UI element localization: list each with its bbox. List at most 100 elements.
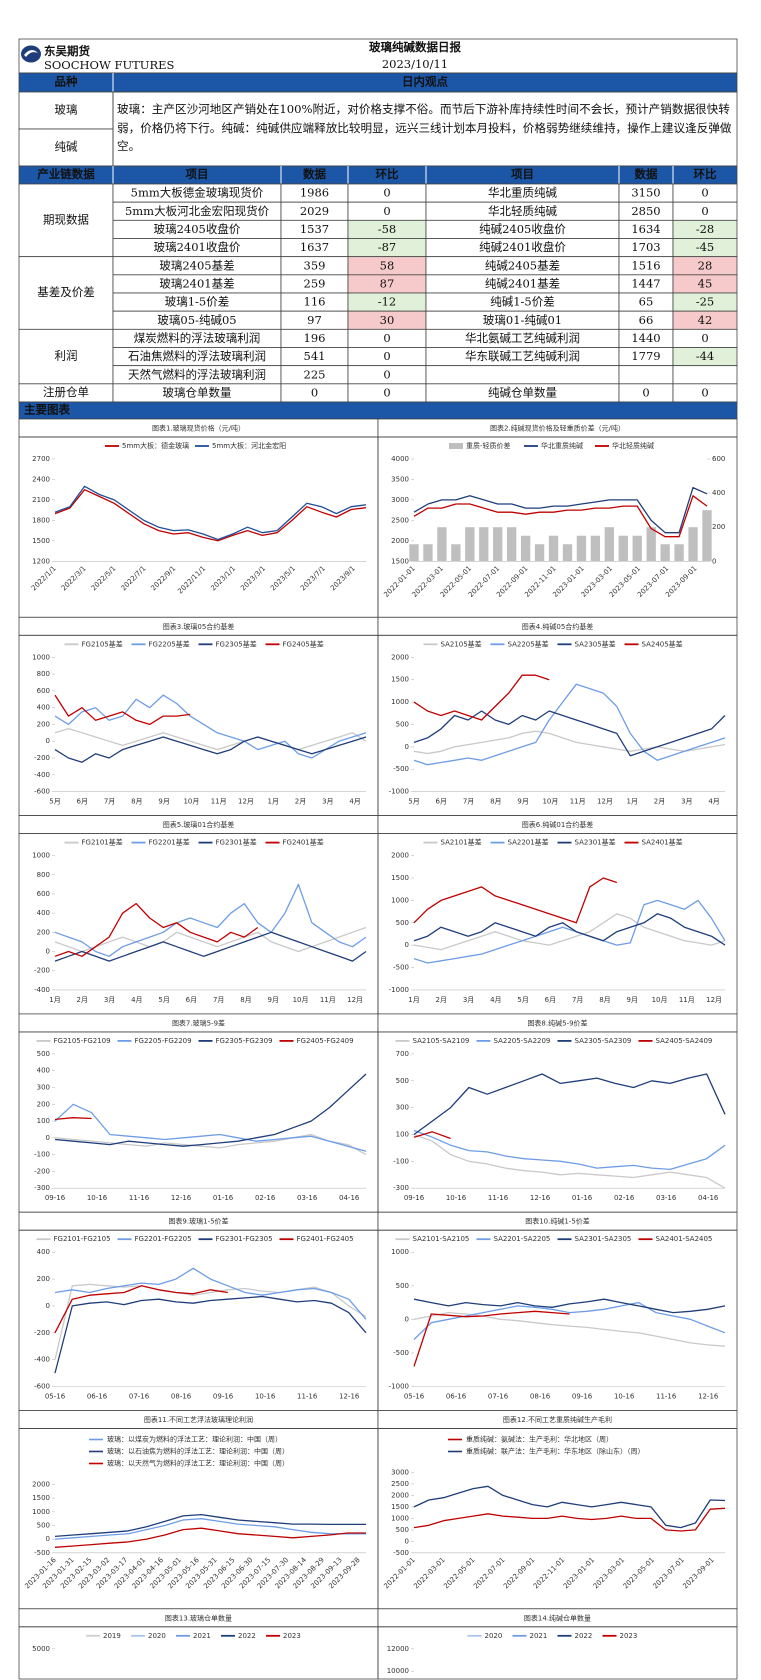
legend-label: 重质纯碱：联产法：生产毛利：华东地区（除山东）（周） (466, 1447, 645, 1456)
y-tick-label: -200 (34, 754, 50, 762)
legend-label: FG2101基差 (82, 838, 123, 847)
y-tick-label: 3000 (391, 496, 409, 504)
x-tick-label: 4月 (349, 798, 360, 806)
x-tick-label: 11月 (320, 996, 336, 1004)
logo-en: SOOCHOW FUTURES (44, 58, 175, 72)
y-tick-label: 1500 (391, 874, 409, 882)
table-value: 华北重质纯碱 (488, 186, 557, 200)
series-line (413, 913, 726, 946)
x-tick-label: 2月 (295, 798, 306, 806)
bar (409, 544, 419, 562)
x-tick-label: 05-16 (404, 1393, 425, 1401)
series-line (54, 1267, 367, 1320)
table-value: 0 (383, 349, 390, 363)
x-tick-label: 6月 (186, 996, 197, 1004)
x-tick-label: 08-16 (530, 1393, 551, 1401)
x-tick-label: 1月 (268, 798, 279, 806)
table-value: 石油焦燃料的浮法玻璃利润 (128, 349, 266, 363)
bar (646, 527, 656, 562)
legend-label: 2023 (283, 1632, 301, 1640)
legend-label: SA2405基差 (642, 639, 683, 648)
legend-label: 重质纯碱：氨碱法：生产毛利：华北地区（周） (466, 1435, 613, 1444)
x-tick-label: 11-16 (488, 1194, 509, 1202)
legend-label: 2023 (620, 1632, 638, 1640)
chart-panel: 图表14.纯碱仓单数量 2020 2021 2022 2023 12000 10000 (377, 1608, 738, 1680)
series-line (413, 710, 726, 757)
table-value: 28 (698, 258, 713, 272)
group-name: 基差及价差 (37, 285, 95, 299)
legend-label: FG2301-FG2305 (216, 1235, 273, 1243)
series-line (54, 489, 367, 542)
table-value: 煤炭燃料的浮法玻璃利润 (134, 331, 261, 345)
series-line (413, 1073, 726, 1136)
table-value: 天然气燃料的浮法玻璃利润 (128, 367, 266, 381)
x-tick-label: 10月 (542, 798, 558, 806)
series-line (413, 1310, 570, 1367)
legend-label: SA2205基差 (508, 639, 549, 648)
x-tick-label: 5月 (49, 798, 60, 806)
legend-label: 5mm大板：德金玻璃 (122, 441, 189, 450)
y-tick-label: 0 (46, 737, 50, 745)
series-line (413, 730, 726, 755)
x-tick-label: 2023/1/1 (209, 564, 237, 592)
legend-label: SA2301基差 (575, 838, 616, 847)
y-tick-label: 3500 (391, 475, 409, 483)
legend-label: SA2201-SA2205 (494, 1235, 551, 1243)
x-tick-label: 2月 (77, 996, 88, 1004)
table-value: 1703 (631, 240, 660, 254)
y-tick-label: 400 (37, 909, 50, 917)
legend-label: SA2305-SA2309 (575, 1037, 632, 1045)
chart-panel: 图表13.玻璃仓单数量 2019 2020 2021 2022 2023 5000 (18, 1608, 379, 1680)
bar (465, 527, 475, 562)
y-tick-label: 0 (405, 941, 409, 949)
series-line (54, 736, 367, 763)
series-line (54, 883, 367, 957)
view-head-bg (18, 72, 738, 93)
table-value: 1986 (300, 186, 329, 200)
x-tick-label: 3月 (104, 996, 115, 1004)
legend-label: FG2201基差 (149, 838, 190, 847)
table-value: -58 (378, 222, 397, 236)
legend-label: 2020 (148, 1632, 166, 1640)
table-value: -45 (696, 240, 715, 254)
chart-panel: 图表9.玻璃1-5价差 FG2101-FG2105 FG2201-FG2205 FG2… (18, 1211, 379, 1411)
y-tick-label: -400 (34, 986, 50, 994)
series-line (54, 1527, 366, 1548)
x-tick-label: 4月 (708, 798, 719, 806)
product-name: 玻璃 (55, 103, 78, 117)
y-tick-label: 300 (396, 1104, 409, 1112)
x-tick-label: 09-16 (213, 1393, 234, 1401)
series-line (413, 674, 550, 721)
column-header: 项目 (511, 167, 534, 181)
chart-frame (18, 833, 379, 1015)
y-tick-label: 1200 (32, 557, 50, 565)
table-value: -25 (696, 295, 715, 309)
y-tick-label: 1500 (391, 1503, 409, 1511)
y-tick-label: 800 (37, 670, 50, 678)
table-value: 0 (383, 204, 390, 218)
chart-title: 图表10.纯碱1-5价差 (525, 1217, 590, 1226)
x-tick-label: 12月 (706, 996, 722, 1004)
logo-text: 东吴期货 (44, 44, 90, 58)
legend-label: 玻璃：以天然气为燃料的浮法工艺：理论利润：中国（周） (107, 1459, 289, 1468)
section-bar (18, 401, 738, 420)
y-tick-label: -100 (393, 1157, 409, 1165)
group-name: 期现数据 (43, 212, 89, 226)
legend-label: 2020 (485, 1632, 503, 1640)
legend-label: FG2401基差 (283, 838, 324, 847)
y-tick-label: 0 (405, 1315, 409, 1323)
chart-frame (377, 833, 738, 1015)
series-line (54, 694, 367, 759)
x-tick-label: 12-16 (171, 1194, 192, 1202)
x-tick-label: 10-16 (614, 1393, 635, 1401)
y-tick-label: 0 (46, 1302, 50, 1310)
series-line (413, 1301, 726, 1340)
chart-title: 图表2.纯碱现货价格及轻重质价差（元/吨） (490, 424, 625, 433)
chart-title: 图表9.玻璃1-5价差 (168, 1217, 228, 1226)
table-value: 玻璃仓单数量 (163, 385, 232, 399)
y-tick-label: 2400 (32, 475, 50, 483)
y-tick-label: 400 (37, 704, 50, 712)
y-tick-label: -400 (34, 771, 50, 779)
legend-label: 重质-轻质价差 (466, 441, 511, 450)
x-tick-label: 12月 (597, 798, 613, 806)
